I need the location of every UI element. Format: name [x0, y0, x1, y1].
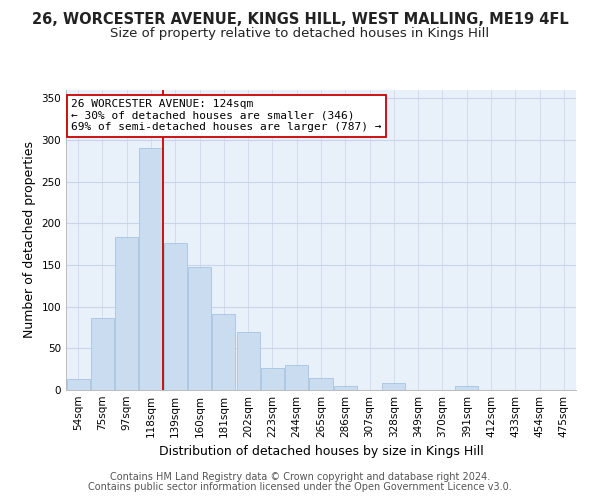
Text: 26, WORCESTER AVENUE, KINGS HILL, WEST MALLING, ME19 4FL: 26, WORCESTER AVENUE, KINGS HILL, WEST M… [32, 12, 568, 28]
Y-axis label: Number of detached properties: Number of detached properties [23, 142, 36, 338]
Bar [67, 379, 89, 390]
Bar [382, 382, 406, 390]
Text: Size of property relative to detached houses in Kings Hill: Size of property relative to detached ho… [110, 28, 490, 40]
Bar [115, 236, 138, 390]
Text: Contains HM Land Registry data © Crown copyright and database right 2024.: Contains HM Land Registry data © Crown c… [110, 472, 490, 482]
Bar [188, 266, 211, 390]
X-axis label: Distribution of detached houses by size in Kings Hill: Distribution of detached houses by size … [158, 446, 484, 458]
Bar [310, 378, 332, 390]
Bar [455, 386, 478, 390]
Bar [212, 314, 235, 390]
Bar [285, 365, 308, 390]
Bar [164, 244, 187, 390]
Text: Contains public sector information licensed under the Open Government Licence v3: Contains public sector information licen… [88, 482, 512, 492]
Bar [139, 148, 163, 390]
Bar [91, 318, 114, 390]
Bar [334, 386, 357, 390]
Bar [236, 332, 260, 390]
Bar [261, 368, 284, 390]
Text: 26 WORCESTER AVENUE: 124sqm
← 30% of detached houses are smaller (346)
69% of se: 26 WORCESTER AVENUE: 124sqm ← 30% of det… [71, 99, 382, 132]
